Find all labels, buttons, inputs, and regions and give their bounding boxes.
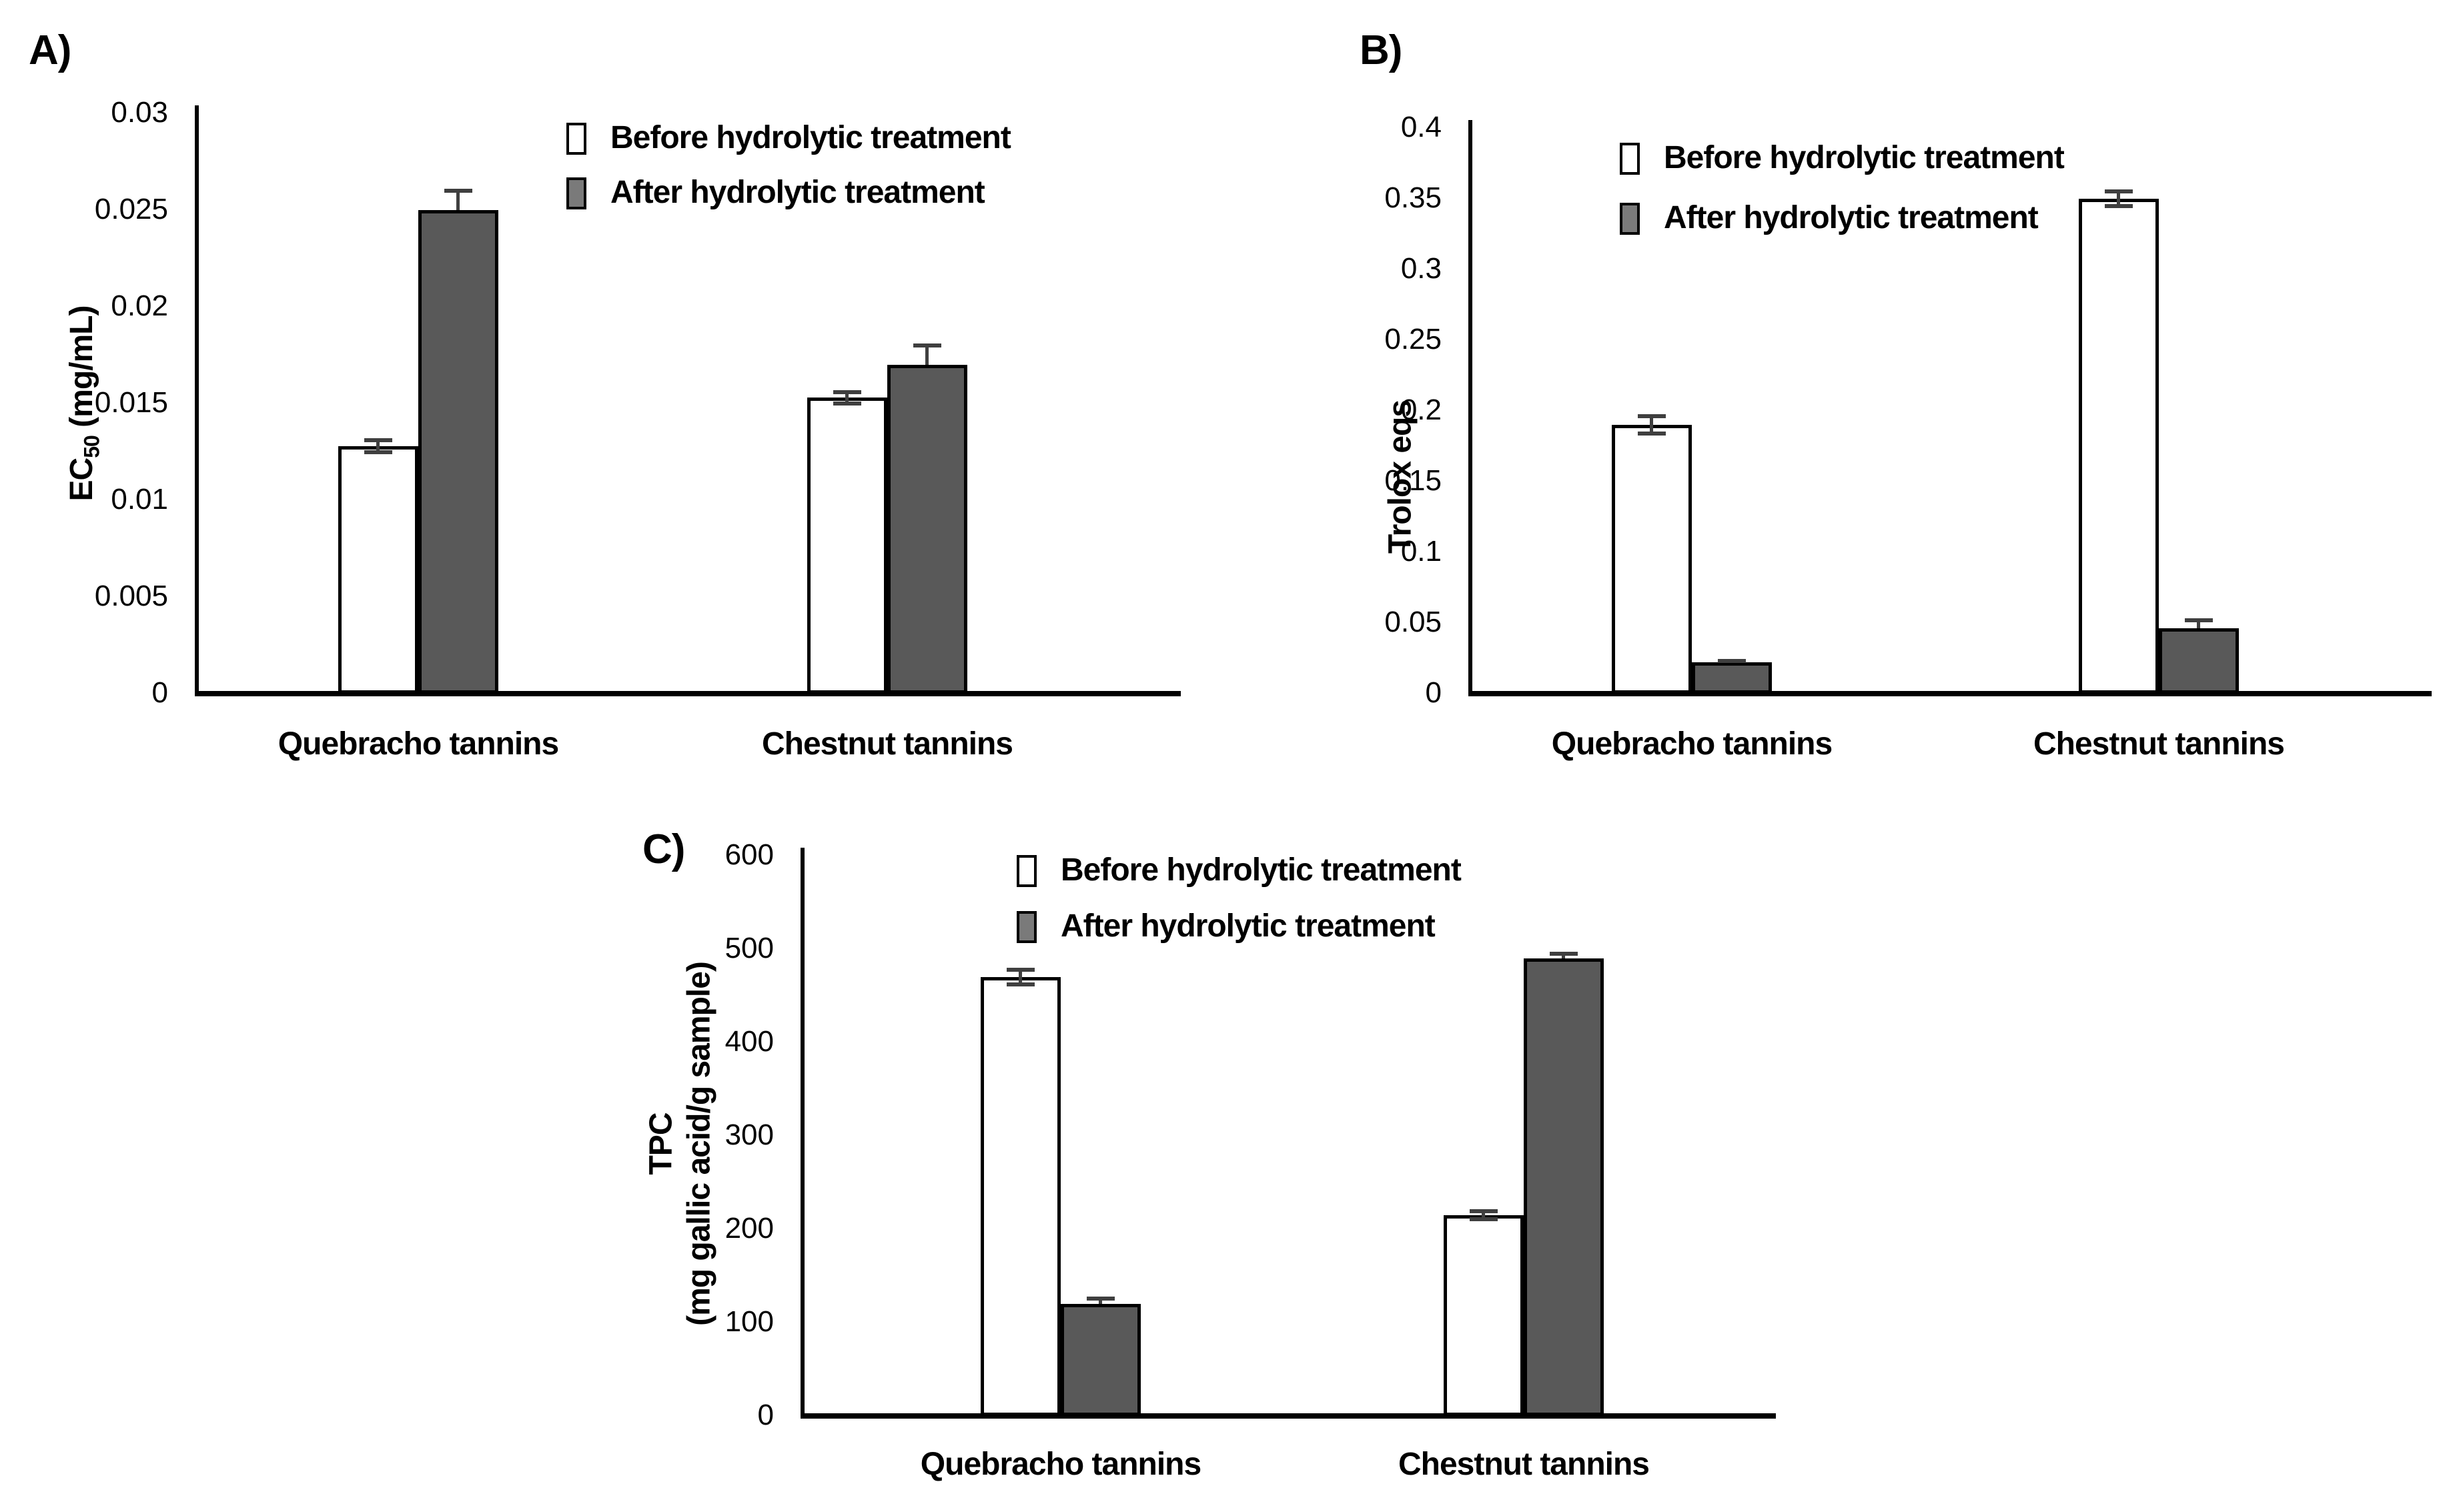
y-axis-line — [801, 848, 805, 1416]
error-bar-cap-top — [444, 189, 472, 193]
error-bar-cap-top — [2105, 189, 2133, 194]
y-tick-label: 300 — [724, 1118, 774, 1151]
legend-marker-before — [1017, 855, 1037, 887]
bar-before-chestnut-tannins — [2079, 199, 2159, 694]
y-tick-label: 0.25 — [1384, 323, 1442, 355]
error-bar-cap-bottom — [1470, 1217, 1498, 1221]
legend-label-after: After hydrolytic treatment — [610, 175, 985, 210]
y-tick-label: 0.015 — [94, 386, 168, 419]
y-tick-label: 0.2 — [1400, 394, 1442, 426]
error-bar-cap-bottom — [1638, 431, 1666, 436]
y-tick-label: 500 — [724, 932, 774, 964]
error-bar-cap-top — [833, 390, 861, 394]
y-tick-label: 0 — [757, 1399, 774, 1431]
y-tick-label: 0 — [1425, 676, 1442, 709]
error-bar-cap-top — [913, 343, 941, 347]
error-bar-line — [456, 191, 460, 210]
error-bar-cap-top — [1087, 1296, 1115, 1301]
y-tick-label: 600 — [724, 838, 774, 871]
legend-marker-after — [1620, 203, 1640, 235]
category-label-chestnut-tannins: Chestnut tannins — [762, 726, 1013, 762]
legend-label-after: After hydrolytic treatment — [1061, 908, 1436, 944]
error-bar-line — [2117, 191, 2120, 206]
error-bar-cap-top — [1470, 1209, 1498, 1214]
panel-letter-a: A) — [29, 27, 71, 73]
category-label-chestnut-tannins: Chestnut tannins — [1398, 1447, 1650, 1482]
x-axis-line — [195, 691, 1181, 696]
bar-before-chestnut-tannins — [807, 398, 887, 694]
error-bar-line — [376, 440, 380, 452]
error-bar-cap-top — [1718, 659, 1746, 664]
error-bar-line — [2197, 620, 2200, 629]
y-tick-label: 0.005 — [94, 580, 168, 612]
bar-after-quebracho-tannins — [418, 210, 498, 694]
bar-before-quebracho-tannins — [338, 446, 418, 694]
y-tick-label: 0.4 — [1400, 111, 1442, 143]
bar-after-quebracho-tannins — [1692, 662, 1772, 694]
bar-before-quebracho-tannins — [1612, 425, 1692, 694]
y-tick-label: 0.025 — [94, 193, 168, 225]
y-axis-line — [1468, 120, 1472, 694]
y-tick-label: 0.15 — [1384, 464, 1442, 497]
error-bar-cap-top — [1550, 952, 1578, 956]
category-label-quebracho-tannins: Quebracho tannins — [920, 1447, 1201, 1482]
x-axis-line — [801, 1413, 1776, 1419]
legend-marker-after — [566, 177, 586, 209]
error-bar-line — [925, 345, 929, 365]
y-tick-label: 200 — [724, 1212, 774, 1245]
legend-label-before: Before hydrolytic treatment — [1664, 140, 2065, 175]
legend-marker-before — [566, 123, 586, 155]
y-tick-label: 0.05 — [1384, 606, 1442, 638]
error-bar-line — [1562, 954, 1565, 958]
legend-marker-after — [1017, 911, 1037, 943]
error-bar-cap-bottom — [833, 402, 861, 406]
bar-after-chestnut-tannins — [1524, 958, 1604, 1416]
y-tick-label: 0.3 — [1400, 252, 1442, 285]
error-bar-line — [1482, 1211, 1485, 1219]
y-tick-label: 400 — [724, 1025, 774, 1058]
y-tick-label: 0.1 — [1400, 535, 1442, 568]
bar-before-quebracho-tannins — [981, 977, 1061, 1416]
error-bar-cap-top — [1638, 414, 1666, 419]
legend-label-before: Before hydrolytic treatment — [610, 120, 1011, 155]
legend-label-after: After hydrolytic treatment — [1664, 200, 2039, 235]
error-bar-cap-top — [2185, 618, 2213, 622]
error-bar-line — [1019, 969, 1022, 985]
error-bar-cap-bottom — [364, 450, 392, 454]
x-axis-line — [1468, 691, 2432, 696]
y-tick-label: 0.01 — [111, 483, 168, 516]
panel-letter-c: C) — [642, 826, 685, 872]
error-bar-line — [845, 392, 849, 404]
error-bar-cap-top — [364, 438, 392, 443]
legend-label-before: Before hydrolytic treatment — [1061, 852, 1462, 888]
y-tick-label: 0 — [151, 676, 168, 709]
error-bar-cap-bottom — [1007, 982, 1035, 987]
y-tick-label: 100 — [724, 1305, 774, 1338]
category-label-quebracho-tannins: Quebracho tannins — [278, 726, 559, 762]
panel-letter-b: B) — [1360, 27, 1402, 73]
error-bar-cap-top — [1007, 967, 1035, 972]
error-bar-line — [1099, 1298, 1102, 1304]
bar-after-chestnut-tannins — [2159, 628, 2239, 694]
bar-after-quebracho-tannins — [1061, 1304, 1141, 1416]
y-tick-label: 0.35 — [1384, 181, 1442, 214]
y-axis-line — [195, 105, 199, 694]
y-tick-label: 0.02 — [111, 289, 168, 322]
bar-before-chestnut-tannins — [1444, 1215, 1524, 1416]
error-bar-cap-bottom — [2105, 203, 2133, 208]
bar-after-chestnut-tannins — [887, 365, 967, 694]
category-label-quebracho-tannins: Quebracho tannins — [1551, 726, 1833, 762]
legend-marker-before — [1620, 143, 1640, 175]
category-label-chestnut-tannins: Chestnut tannins — [2033, 726, 2285, 762]
y-tick-label: 0.03 — [111, 96, 168, 129]
error-bar-line — [1650, 416, 1653, 434]
